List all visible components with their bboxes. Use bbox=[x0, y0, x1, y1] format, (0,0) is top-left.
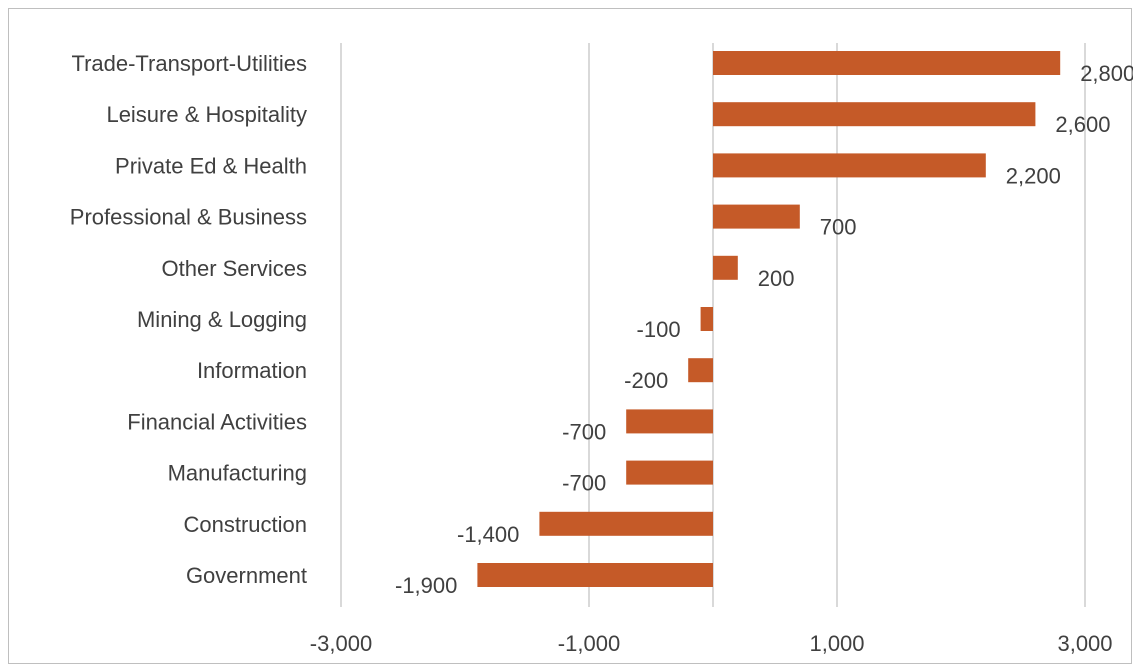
category-label: Other Services bbox=[162, 256, 308, 281]
x-tick-label: -3,000 bbox=[310, 631, 372, 656]
bars bbox=[477, 51, 1061, 587]
value-label: -700 bbox=[562, 419, 606, 444]
bar bbox=[700, 307, 713, 331]
bar bbox=[477, 563, 713, 587]
x-tick-label: 1,000 bbox=[809, 631, 864, 656]
x-axis-tick-labels: -3,000 -1,000 1,000 3,000 bbox=[310, 631, 1113, 656]
x-tick-label: 3,000 bbox=[1057, 631, 1112, 656]
value-label: -700 bbox=[562, 471, 606, 496]
bar bbox=[713, 255, 738, 280]
bar bbox=[539, 511, 713, 536]
chart-frame: Trade-Transport-Utilities Leisure & Hospi… bbox=[8, 8, 1133, 664]
value-label: 2,200 bbox=[1006, 163, 1061, 188]
category-label: Information bbox=[197, 358, 307, 383]
category-label: Financial Activities bbox=[127, 409, 307, 434]
bar-chart: Trade-Transport-Utilities Leisure & Hospi… bbox=[70, 43, 1133, 656]
bar bbox=[713, 153, 986, 178]
value-label: 200 bbox=[758, 266, 795, 291]
category-labels: Trade-Transport-Utilities Leisure & Hospi… bbox=[70, 51, 307, 588]
bar bbox=[713, 51, 1061, 75]
bar bbox=[626, 409, 713, 434]
category-label: Construction bbox=[183, 512, 307, 537]
value-label: 2,600 bbox=[1055, 112, 1110, 137]
bar bbox=[688, 358, 713, 383]
category-label: Leisure & Hospitality bbox=[106, 102, 307, 127]
category-label: Government bbox=[186, 563, 307, 588]
x-tick-label: -1,000 bbox=[558, 631, 620, 656]
value-label: 2,800 bbox=[1080, 61, 1133, 86]
category-label: Private Ed & Health bbox=[115, 153, 307, 178]
category-label: Mining & Logging bbox=[137, 307, 307, 332]
bar bbox=[626, 460, 713, 485]
value-label: 700 bbox=[820, 215, 857, 240]
category-label: Manufacturing bbox=[168, 461, 307, 486]
value-label: -100 bbox=[637, 317, 681, 342]
value-label: -1,400 bbox=[457, 522, 519, 547]
value-label: -200 bbox=[624, 368, 668, 393]
category-label: Professional & Business bbox=[70, 205, 307, 230]
bar bbox=[713, 102, 1036, 127]
bar bbox=[713, 204, 800, 229]
category-label: Trade-Transport-Utilities bbox=[71, 51, 307, 76]
value-labels: 2,800 2,600 2,200 700 200 -100 -200 -700 -700 -1,… bbox=[395, 61, 1133, 598]
value-label: -1,900 bbox=[395, 573, 457, 598]
